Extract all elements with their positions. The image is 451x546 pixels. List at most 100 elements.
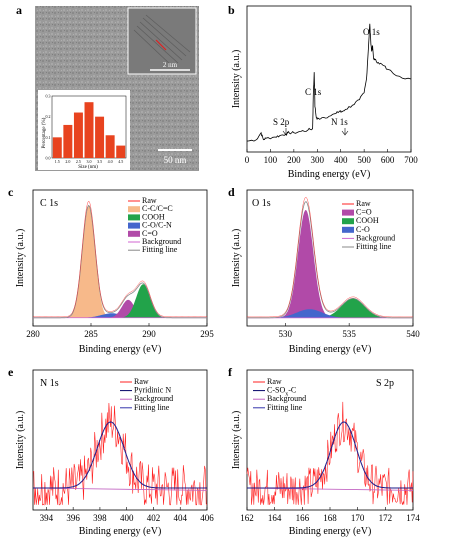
scale-bar-label: 50 nm [164, 155, 187, 165]
panel-e: e N 1s Intensity (a.u.) Binding energy (… [8, 365, 214, 537]
legend-label: Fitting line [356, 242, 392, 251]
xtick-label-e: 396 [66, 513, 80, 523]
fit-plot-f [246, 401, 414, 505]
survey-spectrum-line [246, 23, 412, 142]
histogram-bar [105, 135, 115, 158]
legend-label: Raw [356, 199, 371, 208]
histogram-ytick: 0.0 [46, 156, 51, 161]
histogram-xtick: 3.5 [97, 159, 102, 164]
xtick-label-e: 402 [147, 513, 161, 523]
xlabel-d: Binding energy (eV) [289, 344, 372, 355]
legend-swatch [128, 230, 140, 237]
histogram-bar [116, 145, 126, 158]
xlabel-e: Binding energy (eV) [79, 526, 162, 537]
panel-label-f: f [228, 365, 233, 379]
plot-frame-c [32, 189, 208, 327]
annotation-s2p: S 2p [273, 117, 290, 127]
fitting-line [247, 421, 413, 489]
fit-plot-d [247, 196, 413, 319]
xtick-label-f: 170 [351, 513, 365, 523]
legend-label: C-C/C=C [142, 204, 173, 213]
histogram-xtick: 1.5 [55, 159, 60, 164]
xtick-label-e: 406 [200, 513, 214, 523]
xtick-label-e: 394 [40, 513, 54, 523]
histogram-ytick: 0.2 [46, 114, 51, 119]
component-cooh [247, 298, 413, 318]
xtick-label-d: 540 [406, 329, 420, 339]
ylabel-e: Intensity (a.u.) [15, 411, 26, 470]
xlabel-c: Binding energy (eV) [79, 344, 162, 355]
legend-label: Fitting line [267, 403, 303, 412]
legend-swatch [128, 214, 140, 221]
xticks-b: 0 100 200 300 400 500 600 700 [245, 149, 418, 165]
arrow-n1s [341, 128, 349, 136]
plot-frame-b [246, 5, 412, 153]
legend-label: Fitting line [134, 403, 170, 412]
xtick-label-b: 500 [357, 155, 371, 165]
xticks-d: 530 535 540 [279, 323, 420, 339]
raw-line [246, 401, 414, 505]
legend-label: Background [267, 394, 306, 403]
xlabel-f: Binding energy (eV) [289, 526, 372, 537]
legend-label: COOH [356, 216, 379, 225]
lattice-marker [155, 39, 167, 51]
legend-label: Raw [142, 196, 157, 205]
histogram-xlabel: Size (nm) [78, 165, 98, 170]
histogram-ytick: 0.3 [46, 94, 51, 99]
legend-label: Fitting line [142, 245, 178, 254]
xtick-label-f: 168 [323, 513, 337, 523]
histogram-plot: 1.5 2.0 2.5 3.0 3.5 4.0 4.5 0.0 0.1 0.2 0.3 [46, 94, 127, 164]
title-d: O 1s [252, 198, 271, 209]
xlabel-b: Binding energy (eV) [288, 169, 371, 180]
panel-label-b: b [228, 3, 235, 17]
xtick-label-b: 300 [311, 155, 325, 165]
histogram-bar [95, 116, 105, 158]
histogram-bar [73, 112, 83, 158]
legend-label: Raw [267, 377, 282, 386]
xtick-label-b: 200 [287, 155, 301, 165]
xtick-label-e: 404 [173, 513, 187, 523]
xtick-label-c: 290 [142, 329, 156, 339]
title-e: N 1s [40, 378, 59, 389]
xtick-label-b: 700 [404, 155, 418, 165]
title-f: S 2p [376, 378, 394, 389]
legend-label: Background [134, 394, 173, 403]
xticks-e: 394 396 398 400 402 404 406 [40, 507, 214, 523]
legend-label: Pyridinic N [134, 386, 171, 395]
legend-swatch [128, 206, 140, 213]
fitting-line [33, 421, 207, 489]
xtick-label-b: 400 [334, 155, 348, 165]
panel-label-c: c [8, 185, 14, 199]
histogram-bar [52, 137, 62, 158]
peak-line [33, 421, 207, 489]
plot-frame-d [246, 189, 414, 327]
histogram-bar [63, 124, 73, 158]
legend-label: C-O [356, 225, 370, 234]
panel-label-e: e [8, 365, 14, 379]
xtick-label-e: 400 [120, 513, 134, 523]
ylabel-c: Intensity (a.u.) [15, 229, 26, 288]
xtick-label-f: 164 [268, 513, 282, 523]
legend-swatch [128, 222, 140, 229]
xtick-label-c: 285 [84, 329, 98, 339]
xtick-label-f: 166 [296, 513, 310, 523]
fit-plot-e [32, 402, 208, 506]
histogram-xtick: 4.0 [108, 159, 113, 164]
component-c-c-c-c [33, 205, 207, 318]
ylabel-d: Intensity (a.u.) [231, 229, 242, 288]
legend-swatch [342, 226, 354, 233]
legend-label: C-SOx-C [267, 386, 296, 398]
histogram-xtick: 2.5 [76, 159, 81, 164]
fitting-line [33, 204, 207, 319]
xtick-label-b: 600 [381, 155, 395, 165]
legend-label: Background [142, 237, 181, 246]
ylabel-b: Intensity (a.u.) [231, 50, 242, 109]
ylabel-f: Intensity (a.u.) [231, 411, 242, 470]
xticks-c: 280 285 290 295 [26, 323, 214, 339]
histogram-ylabel: Percentage (%) [42, 117, 47, 148]
fitting-line [247, 201, 413, 319]
panel-label-d: d [228, 185, 235, 199]
legend-label: Raw [134, 377, 149, 386]
